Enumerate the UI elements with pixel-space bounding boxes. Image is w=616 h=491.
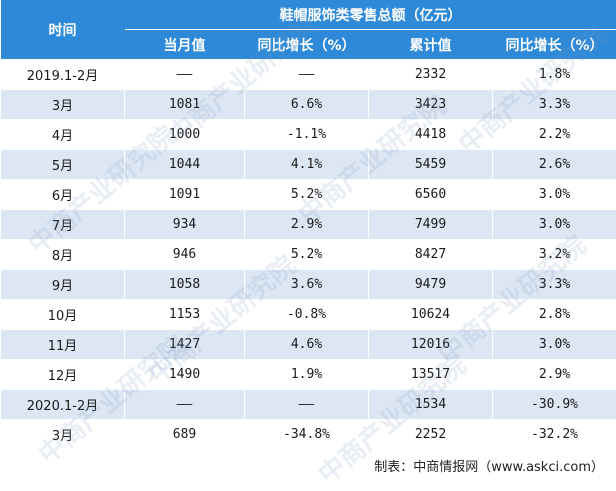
cell-cumulative: 12016 (369, 330, 493, 360)
cell-monthly: 934 (125, 210, 245, 240)
row-label: 11月 (1, 330, 125, 360)
source-note: 制表：中商情报网（www.askci.com） (374, 456, 604, 475)
cell-monthly: 1058 (125, 270, 245, 300)
cell-cumulative: 2252 (369, 420, 493, 450)
cell-cumulative: 4418 (369, 120, 493, 150)
table-header: 时间 鞋帽服饰类零售总额（亿元） 当月值 同比增长（%） 累计值 同比增长（%） (1, 0, 616, 60)
row-label: 3月 (1, 420, 125, 450)
row-label: 8月 (1, 240, 125, 270)
header-monthly-yoy: 同比增长（%） (245, 30, 369, 60)
cell-cumulative: 1534 (369, 390, 493, 420)
cell-monthly: —— (125, 390, 245, 420)
cell-monthly: 1081 (125, 90, 245, 120)
cell-cumulative-yoy: 3.2% (493, 240, 616, 270)
cell-cumulative-yoy: -30.9% (493, 390, 616, 420)
cell-monthly-yoy: 2.9% (245, 210, 369, 240)
cell-cumulative: 9479 (369, 270, 493, 300)
cell-monthly-yoy: 5.2% (245, 240, 369, 270)
cell-monthly: 1044 (125, 150, 245, 180)
cell-monthly: 1153 (125, 300, 245, 330)
table-container: 时间 鞋帽服饰类零售总额（亿元） 当月值 同比增长（%） 累计值 同比增长（%）… (0, 0, 616, 477)
cell-cumulative-yoy: 2.2% (493, 120, 616, 150)
cell-cumulative: 5459 (369, 150, 493, 180)
row-label: 7月 (1, 210, 125, 240)
cell-cumulative: 2332 (369, 60, 493, 90)
header-cumulative-yoy: 同比增长（%） (493, 30, 616, 60)
cell-monthly-yoy: 1.9% (245, 360, 369, 390)
cell-monthly-yoy: 6.6% (245, 90, 369, 120)
table-row: 2020.1-2月————1534-30.9% (1, 390, 616, 420)
cell-cumulative: 3423 (369, 90, 493, 120)
cell-cumulative-yoy: 2.9% (493, 360, 616, 390)
header-time: 时间 (1, 0, 125, 60)
cell-monthly-yoy: 3.6% (245, 270, 369, 300)
cell-monthly: 689 (125, 420, 245, 450)
cell-monthly: —— (125, 60, 245, 90)
cell-monthly: 1490 (125, 360, 245, 390)
row-label: 2019.1-2月 (1, 60, 125, 90)
cell-cumulative: 7499 (369, 210, 493, 240)
row-label: 9月 (1, 270, 125, 300)
cell-cumulative-yoy: 2.8% (493, 300, 616, 330)
row-label: 12月 (1, 360, 125, 390)
cell-cumulative: 13517 (369, 360, 493, 390)
cell-monthly: 1427 (125, 330, 245, 360)
cell-cumulative-yoy: 3.3% (493, 90, 616, 120)
cell-cumulative-yoy: -32.2% (493, 420, 616, 450)
cell-cumulative-yoy: 3.0% (493, 180, 616, 210)
cell-cumulative-yoy: 3.0% (493, 210, 616, 240)
cell-monthly: 946 (125, 240, 245, 270)
cell-cumulative-yoy: 1.8% (493, 60, 616, 90)
cell-monthly-yoy: -1.1% (245, 120, 369, 150)
cell-cumulative: 6560 (369, 180, 493, 210)
retail-table: 时间 鞋帽服饰类零售总额（亿元） 当月值 同比增长（%） 累计值 同比增长（%）… (0, 0, 616, 450)
row-label: 6月 (1, 180, 125, 210)
cell-monthly-yoy: -34.8% (245, 420, 369, 450)
cell-monthly: 1000 (125, 120, 245, 150)
footer: 制表：中商情报网（www.askci.com） (0, 452, 616, 477)
cell-cumulative-yoy: 3.0% (493, 330, 616, 360)
cell-monthly: 1091 (125, 180, 245, 210)
cell-cumulative-yoy: 2.6% (493, 150, 616, 180)
cell-monthly-yoy: —— (245, 390, 369, 420)
row-label: 5月 (1, 150, 125, 180)
cell-cumulative-yoy: 3.3% (493, 270, 616, 300)
row-label: 10月 (1, 300, 125, 330)
cell-monthly-yoy: -0.8% (245, 300, 369, 330)
row-label: 3月 (1, 90, 125, 120)
row-label: 4月 (1, 120, 125, 150)
cell-cumulative: 8427 (369, 240, 493, 270)
header-cumulative: 累计值 (369, 30, 493, 60)
cell-monthly-yoy: —— (245, 60, 369, 90)
cell-cumulative: 10624 (369, 300, 493, 330)
cell-monthly-yoy: 5.2% (245, 180, 369, 210)
cell-monthly-yoy: 4.1% (245, 150, 369, 180)
row-label: 2020.1-2月 (1, 390, 125, 420)
cell-monthly-yoy: 4.6% (245, 330, 369, 360)
header-group-title: 鞋帽服饰类零售总额（亿元） (125, 0, 616, 30)
header-monthly: 当月值 (125, 30, 245, 60)
